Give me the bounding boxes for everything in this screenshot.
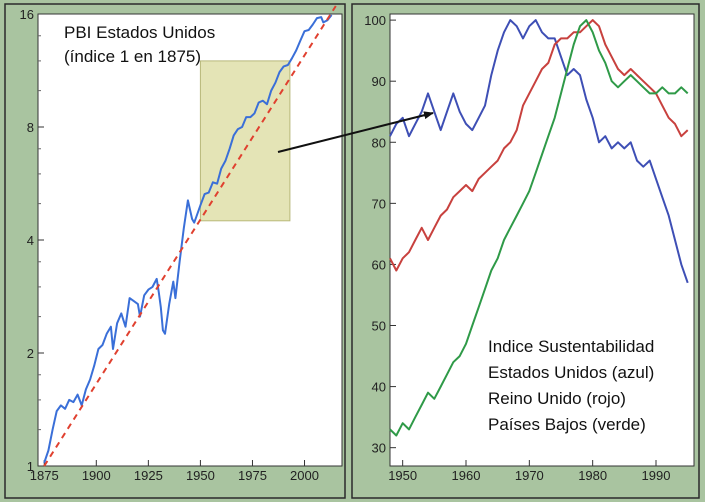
y-tick-label: 16 (20, 7, 34, 22)
sustainability-y-ticks: 30 40 50 60 70 80 90 100 (364, 13, 396, 456)
y-tick-label: 50 (372, 319, 386, 334)
series-line-1 (389, 19, 689, 272)
y-tick-label: 40 (372, 380, 386, 395)
connector-arrow (277, 111, 434, 153)
x-tick-label: 1975 (238, 468, 267, 483)
series-line-0 (43, 14, 333, 464)
sustainability-panel: 30 40 50 60 70 80 90 100 1950 1960 1970 1980 1990 I… (351, 3, 700, 499)
sustainability-plot-area (389, 13, 695, 467)
y-tick-label: 8 (27, 120, 34, 135)
series-line-2 (389, 19, 689, 437)
sustainability-series (389, 19, 689, 437)
gdp-plot-area (37, 13, 343, 467)
y-tick-label: 1 (27, 459, 34, 474)
gdp-series (43, 5, 337, 467)
x-tick-label: 1970 (515, 468, 544, 483)
y-tick-label: 4 (27, 233, 34, 248)
x-tick-label: 2000 (290, 468, 319, 483)
x-tick-label: 1950 (186, 468, 215, 483)
x-tick-label: 1960 (452, 468, 481, 483)
series-line-1 (43, 5, 337, 467)
y-tick-label: 100 (364, 13, 386, 28)
gdp-chart-subtitle: (índice 1 en 1875) (64, 47, 201, 66)
gdp-y-ticks: 1 2 4 8 16 (20, 7, 44, 474)
y-tick-label: 80 (372, 135, 386, 150)
gdp-x-ticks: 1875 1900 1925 1950 1975 2000 (30, 460, 319, 483)
annotation-line-3: Reino Unido (rojo) (488, 389, 626, 408)
series-line-0 (389, 19, 689, 284)
y-tick-label: 60 (372, 257, 386, 272)
x-tick-label: 1875 (30, 468, 59, 483)
x-tick-label: 1900 (82, 468, 111, 483)
annotation-line-4: Países Bajos (verde) (488, 415, 646, 434)
x-tick-label: 1950 (388, 468, 417, 483)
annotation-line-1: Indice Sustentabilidad (488, 337, 654, 356)
x-tick-label: 1990 (642, 468, 671, 483)
y-tick-label: 2 (27, 346, 34, 361)
sustainability-x-ticks: 1950 1960 1970 1980 1990 (388, 460, 670, 483)
y-tick-label: 90 (372, 74, 386, 89)
annotation-line-2: Estados Unidos (azul) (488, 363, 654, 382)
y-tick-label: 70 (372, 196, 386, 211)
x-tick-label: 1980 (578, 468, 607, 483)
gdp-panel: 1 2 4 8 16 1875 1900 1925 1950 1975 2000 PBI Esta… (4, 3, 346, 499)
x-tick-label: 1925 (134, 468, 163, 483)
gdp-chart-title: PBI Estados Unidos (64, 23, 215, 42)
y-tick-label: 30 (372, 441, 386, 456)
highlight-period-box (199, 60, 291, 222)
